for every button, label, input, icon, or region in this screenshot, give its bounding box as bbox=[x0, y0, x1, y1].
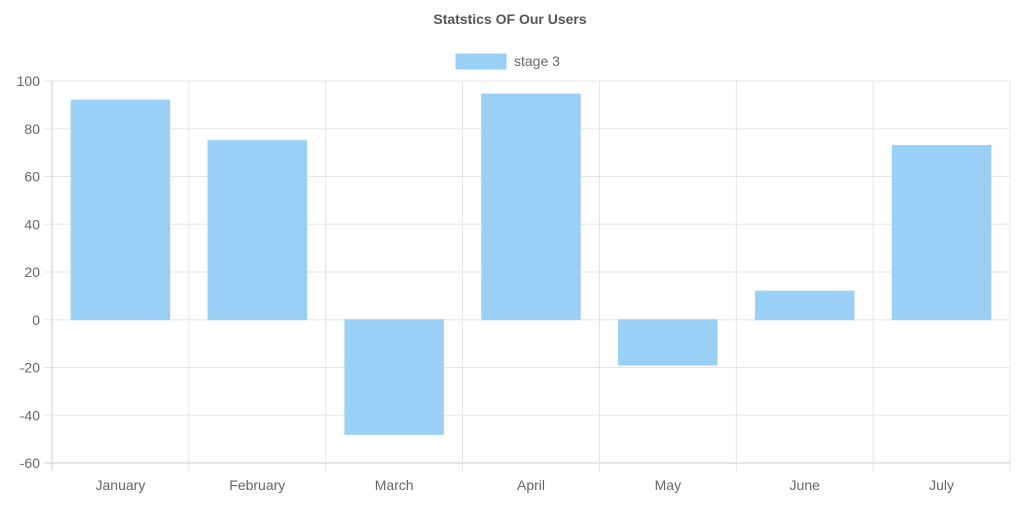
y-tick-label: 60 bbox=[24, 169, 40, 185]
bars bbox=[70, 93, 992, 435]
legend[interactable]: stage 3 bbox=[455, 53, 560, 70]
x-tick-label: May bbox=[655, 477, 681, 493]
legend-swatch[interactable] bbox=[455, 53, 507, 70]
bar-may[interactable] bbox=[618, 319, 718, 366]
y-tick-label: 100 bbox=[17, 73, 41, 89]
bar-april[interactable] bbox=[481, 93, 581, 321]
bar-february[interactable] bbox=[207, 140, 308, 321]
y-tick-label: -20 bbox=[20, 360, 40, 376]
y-tick-label: -40 bbox=[20, 407, 40, 423]
bar-january[interactable] bbox=[70, 99, 171, 321]
legend-label[interactable]: stage 3 bbox=[514, 53, 560, 69]
y-tick-label: 0 bbox=[32, 312, 40, 328]
y-tick-label: 80 bbox=[24, 121, 40, 137]
x-tick-label: June bbox=[790, 477, 821, 493]
x-axis-ticks: January February March April May June July bbox=[96, 477, 955, 493]
bar-march[interactable] bbox=[344, 319, 444, 435]
x-tick-label: July bbox=[929, 477, 954, 493]
x-tick-label: March bbox=[375, 477, 414, 493]
y-axis-ticks: 100 80 60 40 20 0 -20 -40 -60 bbox=[17, 73, 41, 471]
y-tick-label: -60 bbox=[20, 455, 40, 471]
chart-title: Statstics OF Our Users bbox=[433, 11, 586, 27]
bar-june[interactable] bbox=[754, 290, 855, 321]
x-tick-label: April bbox=[517, 477, 545, 493]
x-tick-label: January bbox=[96, 477, 146, 493]
bar-july[interactable] bbox=[891, 144, 992, 321]
y-tick-label: 40 bbox=[24, 216, 40, 232]
x-tick-label: February bbox=[229, 477, 285, 493]
y-tick-label: 20 bbox=[24, 264, 40, 280]
